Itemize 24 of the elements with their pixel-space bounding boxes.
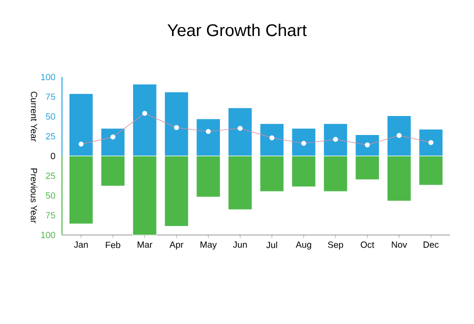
y-axis-title: Current Year bbox=[30, 92, 38, 142]
y-tick-label: 25 bbox=[46, 172, 56, 179]
text: Previous Year bbox=[30, 168, 38, 224]
y-tick-label: 100 bbox=[41, 74, 56, 80]
y-tick-label: 25 bbox=[46, 133, 56, 140]
x-tick-label: Jan bbox=[74, 242, 88, 248]
x-tick-label: May bbox=[200, 242, 217, 250]
x-tick-label: Oct bbox=[360, 242, 374, 248]
x-tick-label: Jul bbox=[266, 242, 278, 248]
y-tick-label: 50 bbox=[46, 192, 56, 199]
y-tick-label: 75 bbox=[46, 94, 56, 100]
x-tick-label: Jun bbox=[233, 242, 247, 248]
x-tick-label: Dec bbox=[424, 242, 439, 248]
chart-title: Year Growth Chart bbox=[168, 24, 307, 36]
x-tick-label: Feb bbox=[106, 242, 120, 248]
y-tick-label: 100 bbox=[41, 232, 56, 238]
x-tick-label: Mar bbox=[138, 242, 152, 248]
x-tick-label: Sep bbox=[328, 242, 344, 250]
y-tick-label: 50 bbox=[46, 113, 56, 120]
x-tick-label: Aug bbox=[296, 242, 312, 250]
x-tick-label: Nov bbox=[392, 242, 408, 248]
y-tick-label: 75 bbox=[46, 212, 56, 218]
y-tick-label: 0 bbox=[50, 152, 56, 160]
x-tick-label: Apr bbox=[170, 242, 184, 250]
